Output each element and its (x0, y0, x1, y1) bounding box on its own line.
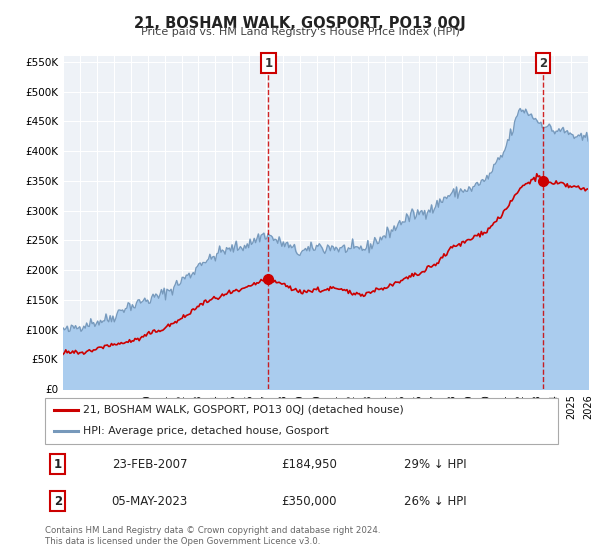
Text: 21, BOSHAM WALK, GOSPORT, PO13 0QJ (detached house): 21, BOSHAM WALK, GOSPORT, PO13 0QJ (deta… (83, 405, 404, 415)
Text: HPI: Average price, detached house, Gosport: HPI: Average price, detached house, Gosp… (83, 426, 329, 436)
Text: 1: 1 (264, 57, 272, 69)
Text: Contains HM Land Registry data © Crown copyright and database right 2024.
This d: Contains HM Land Registry data © Crown c… (45, 526, 380, 546)
Text: 2: 2 (54, 494, 62, 508)
Text: 21, BOSHAM WALK, GOSPORT, PO13 0QJ: 21, BOSHAM WALK, GOSPORT, PO13 0QJ (134, 16, 466, 31)
Text: 2: 2 (539, 57, 547, 69)
Text: 1: 1 (54, 458, 62, 471)
Text: 23-FEB-2007: 23-FEB-2007 (112, 458, 187, 471)
Text: 05-MAY-2023: 05-MAY-2023 (112, 494, 188, 508)
Text: 26% ↓ HPI: 26% ↓ HPI (404, 494, 467, 508)
Text: £350,000: £350,000 (281, 494, 337, 508)
Text: £184,950: £184,950 (281, 458, 337, 471)
FancyBboxPatch shape (45, 398, 558, 444)
Text: Price paid vs. HM Land Registry's House Price Index (HPI): Price paid vs. HM Land Registry's House … (140, 27, 460, 37)
Text: 29% ↓ HPI: 29% ↓ HPI (404, 458, 467, 471)
